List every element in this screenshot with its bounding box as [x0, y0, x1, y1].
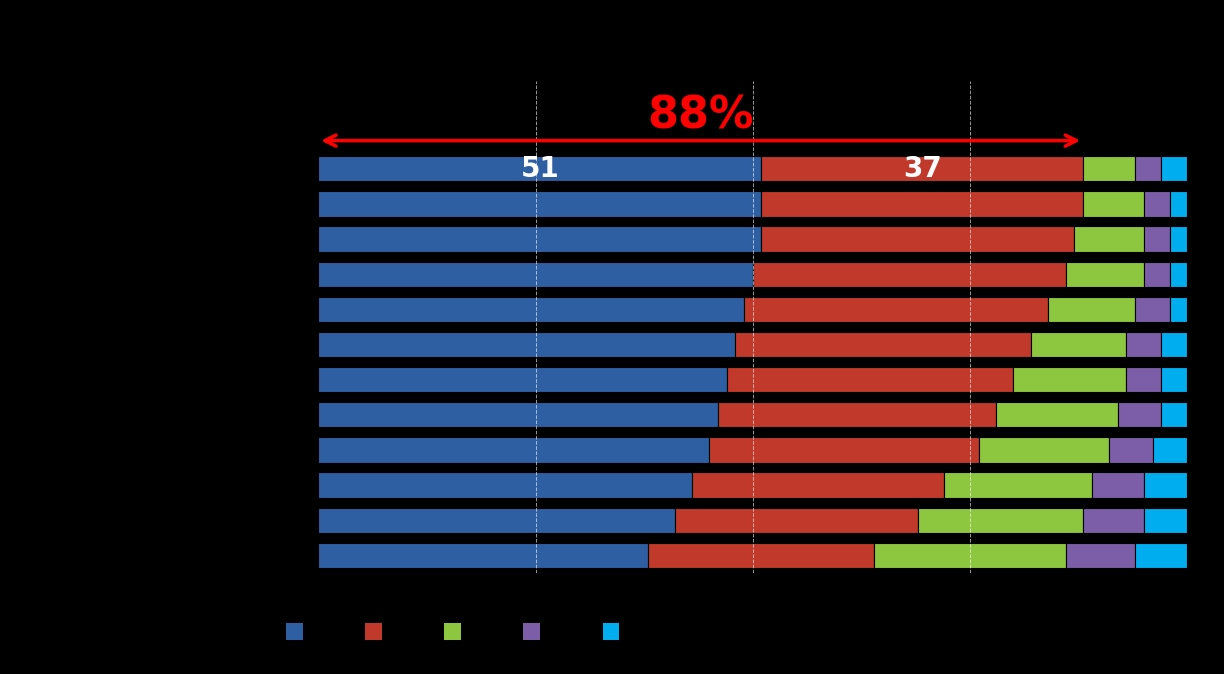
Bar — [1013, 367, 1126, 392]
Bar — [1143, 226, 1170, 251]
Bar — [318, 508, 674, 533]
Bar — [1031, 332, 1126, 357]
Bar — [1126, 332, 1162, 357]
Bar — [318, 156, 761, 181]
Bar — [1126, 367, 1162, 392]
Bar — [727, 367, 1013, 392]
Bar — [1143, 472, 1187, 497]
Bar — [944, 472, 1092, 497]
Legend: , , , , : , , , , — [282, 619, 630, 644]
Bar — [996, 402, 1118, 427]
Bar — [318, 543, 649, 568]
Bar — [318, 437, 710, 462]
Bar — [318, 226, 761, 251]
Bar — [1170, 297, 1187, 322]
Bar — [692, 472, 944, 497]
Bar — [979, 437, 1109, 462]
Bar — [710, 437, 979, 462]
Bar — [761, 191, 1083, 216]
Bar — [761, 156, 1083, 181]
Bar — [1109, 437, 1153, 462]
Bar — [1083, 191, 1143, 216]
Bar — [1143, 508, 1187, 533]
Bar — [1162, 367, 1187, 392]
Bar — [649, 543, 874, 568]
Bar — [1135, 297, 1170, 322]
Bar — [1170, 226, 1187, 251]
Bar — [1170, 262, 1187, 287]
Bar — [674, 508, 918, 533]
Bar — [1135, 156, 1162, 181]
Bar — [753, 262, 1066, 287]
Bar — [1153, 437, 1187, 462]
Bar — [1092, 472, 1143, 497]
Bar — [318, 191, 761, 216]
Text: 51: 51 — [520, 155, 559, 183]
Bar — [918, 508, 1083, 533]
Bar — [318, 367, 727, 392]
Bar — [1135, 543, 1187, 568]
Bar — [1118, 402, 1162, 427]
Bar — [1075, 226, 1143, 251]
Bar — [318, 297, 744, 322]
Bar — [1143, 262, 1170, 287]
Text: 88%: 88% — [647, 94, 754, 137]
Bar — [1170, 191, 1187, 216]
Bar — [1083, 156, 1135, 181]
Bar — [1162, 402, 1187, 427]
Bar — [1162, 156, 1187, 181]
Bar — [874, 543, 1066, 568]
Bar — [736, 332, 1031, 357]
Bar — [1083, 508, 1143, 533]
Bar — [1143, 191, 1170, 216]
Bar — [1066, 262, 1143, 287]
Bar — [1162, 332, 1187, 357]
Text: 37: 37 — [903, 155, 941, 183]
Bar — [761, 226, 1075, 251]
Bar — [318, 402, 718, 427]
Bar — [744, 297, 1048, 322]
Bar — [318, 262, 753, 287]
Bar — [718, 402, 996, 427]
Bar — [1066, 543, 1135, 568]
Bar — [1048, 297, 1135, 322]
Bar — [318, 472, 692, 497]
Bar — [318, 332, 736, 357]
